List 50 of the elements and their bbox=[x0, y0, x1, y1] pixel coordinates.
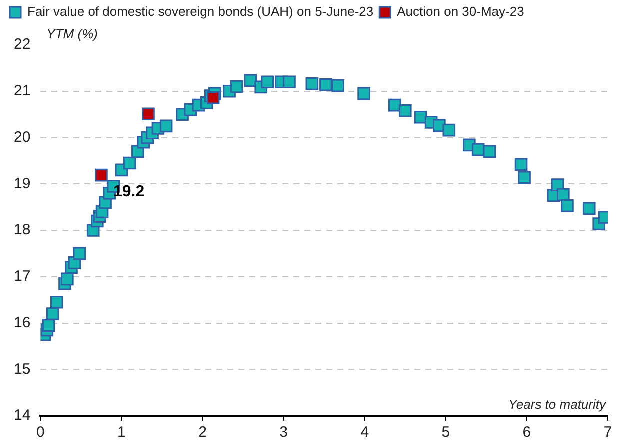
y-tick-label: 18 bbox=[14, 222, 31, 239]
x-tick-label: 5 bbox=[442, 424, 450, 442]
x-tick-label: 2 bbox=[198, 424, 207, 442]
point bbox=[358, 87, 370, 100]
point bbox=[472, 143, 485, 156]
y-tick-label: 14 bbox=[14, 407, 31, 424]
point bbox=[206, 91, 220, 104]
legend-label: Fair value of domestic sovereign bonds (UAH) on 5-June-23 bbox=[28, 4, 374, 20]
point bbox=[46, 308, 60, 320]
point bbox=[261, 76, 274, 89]
point bbox=[561, 200, 574, 212]
point bbox=[244, 74, 257, 88]
y-tick-label: 21 bbox=[14, 82, 31, 100]
x-axis-title: Years to maturity bbox=[508, 397, 608, 412]
point bbox=[557, 188, 570, 202]
point bbox=[514, 158, 528, 172]
point bbox=[73, 247, 86, 260]
point bbox=[518, 171, 531, 184]
point bbox=[388, 98, 402, 112]
y-tick-label: 22 bbox=[14, 36, 31, 54]
x-tick-label: 1 bbox=[118, 424, 126, 442]
point bbox=[50, 296, 64, 309]
y-tick-label: 17 bbox=[14, 268, 31, 286]
point bbox=[61, 272, 74, 286]
point bbox=[160, 120, 173, 133]
point bbox=[42, 319, 56, 332]
point bbox=[123, 156, 136, 170]
point bbox=[414, 110, 428, 124]
legend-label: Auction on 30-May-23 bbox=[397, 4, 524, 20]
y-tick-label: 16 bbox=[14, 314, 31, 332]
x-tick-label: 7 bbox=[604, 424, 612, 442]
x-tick-label: 6 bbox=[522, 424, 532, 442]
point bbox=[483, 145, 496, 158]
point bbox=[306, 78, 319, 90]
y-axis-title: YTM (%) bbox=[46, 26, 98, 42]
point bbox=[320, 78, 332, 92]
y-tick-label: 19 bbox=[14, 175, 31, 192]
point bbox=[95, 168, 108, 182]
point bbox=[442, 124, 456, 137]
x-tick-label: 0 bbox=[36, 424, 45, 442]
y-tick-label: 15 bbox=[14, 360, 31, 378]
point bbox=[230, 80, 244, 94]
point bbox=[283, 76, 296, 89]
point bbox=[398, 104, 412, 118]
y-tick-label: 20 bbox=[14, 128, 31, 146]
x-tick-label: 4 bbox=[360, 424, 370, 442]
point bbox=[332, 79, 345, 92]
point bbox=[582, 202, 596, 216]
point bbox=[142, 108, 155, 121]
x-tick-label: 3 bbox=[280, 424, 288, 442]
